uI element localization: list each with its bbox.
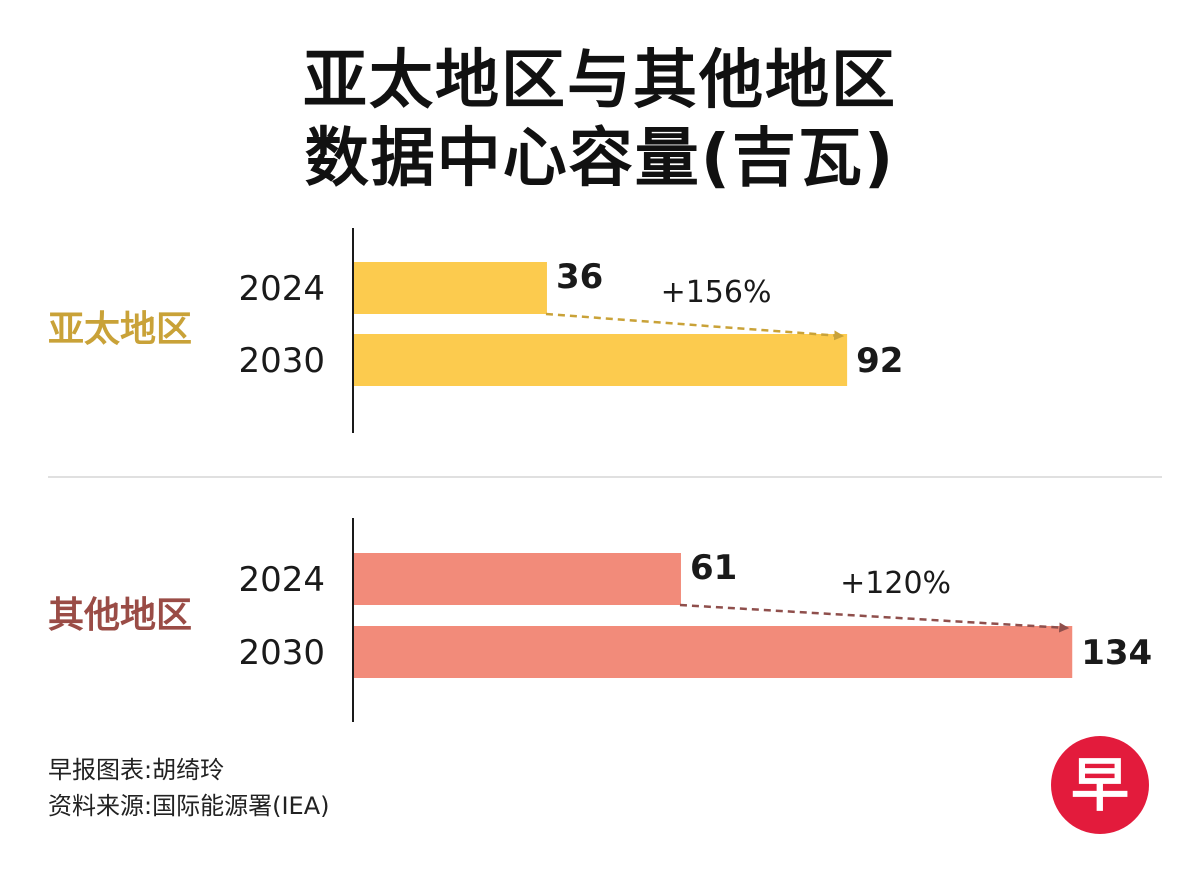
change-arrow-0 bbox=[545, 312, 845, 341]
footer: 早报图表:胡绮玲 资料来源:国际能源署(IEA) bbox=[48, 752, 329, 824]
chart-title-line-1: 亚太地区与其他地区 bbox=[303, 44, 897, 118]
logo-char: 早 bbox=[1071, 751, 1129, 819]
value-label-0-0: 36 bbox=[556, 257, 603, 297]
chart-title-line-2: 数据中心容量(吉瓦) bbox=[304, 122, 896, 196]
category-label-1-1: 2030 bbox=[238, 633, 325, 673]
value-label-1-1: 134 bbox=[1081, 633, 1152, 673]
chart-title: 亚太地区与其他地区 数据中心容量(吉瓦) bbox=[0, 42, 1200, 198]
category-label-0-0: 2024 bbox=[238, 269, 325, 309]
change-arrow-1 bbox=[679, 603, 1070, 633]
logo-circle bbox=[1051, 736, 1149, 834]
change-label-1: +120% bbox=[840, 566, 951, 601]
group-label-1: 其他地区 bbox=[48, 595, 192, 636]
category-label-1-0: 2024 bbox=[238, 560, 325, 600]
bar-0-0 bbox=[354, 262, 547, 314]
bar-1-1 bbox=[354, 626, 1073, 678]
bar-0-1 bbox=[354, 334, 848, 386]
value-label-0-1: 92 bbox=[856, 341, 903, 381]
zaobao-logo: 早 bbox=[1051, 736, 1149, 834]
footer-source: 资料来源:国际能源署(IEA) bbox=[48, 792, 330, 820]
group-label-0: 亚太地区 bbox=[48, 309, 192, 350]
change-label-0: +156% bbox=[661, 275, 772, 310]
category-label-0-1: 2030 bbox=[238, 341, 325, 381]
footer-credit: 早报图表:胡绮玲 bbox=[48, 756, 225, 784]
bar-1-0 bbox=[354, 553, 681, 605]
value-label-1-0: 61 bbox=[690, 548, 737, 588]
